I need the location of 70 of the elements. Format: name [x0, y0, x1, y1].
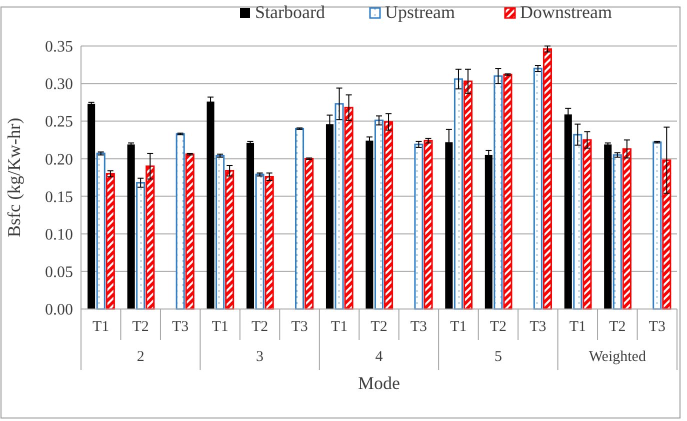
x-tick-label: T2	[609, 319, 626, 335]
x-tick-label: T1	[450, 319, 467, 335]
x-tick-label: T3	[530, 319, 546, 335]
bar	[424, 140, 433, 310]
y-tick-label: 0.10	[45, 226, 73, 244]
x-tick-label: T3	[410, 319, 428, 335]
text: 4	[375, 349, 384, 365]
bar	[542, 48, 552, 310]
bar	[185, 153, 194, 310]
bar	[494, 75, 503, 310]
bar	[484, 154, 492, 309]
bar	[206, 102, 214, 309]
x-tick-label: T3	[291, 319, 308, 335]
bar	[225, 170, 234, 310]
y-tick-label: 0.00	[45, 302, 73, 319]
bar	[662, 159, 672, 310]
bar	[295, 128, 304, 310]
bar	[255, 174, 264, 310]
bar	[463, 80, 473, 310]
bar	[612, 154, 622, 310]
text: 2	[136, 349, 144, 365]
y-tick-label: 0.30	[45, 76, 73, 94]
y-tick-label: 0.35	[45, 38, 73, 56]
x-axis-title: Mode	[358, 373, 400, 393]
legend-label: Upstream	[385, 2, 455, 22]
bar	[96, 152, 106, 310]
bar	[414, 144, 424, 310]
bar	[454, 78, 463, 310]
bar	[127, 144, 135, 309]
x-tick-label: T1	[569, 319, 586, 335]
bar	[366, 140, 374, 309]
bar	[146, 165, 155, 310]
bar	[384, 121, 394, 310]
x-tick-label: T2	[490, 319, 507, 335]
y-tick-label: 0.20	[45, 151, 73, 168]
bar	[344, 106, 354, 310]
bar	[264, 176, 274, 310]
x-tick-label: T3	[648, 319, 666, 335]
x-tick-label: T2	[370, 319, 388, 335]
bar	[374, 120, 384, 310]
bar	[334, 103, 344, 310]
bar	[604, 144, 612, 309]
bar	[216, 154, 225, 310]
bar	[106, 172, 115, 310]
legend-label: Starboard	[255, 2, 325, 22]
bar	[176, 133, 185, 310]
y-tick-label: 0.15	[45, 188, 73, 206]
bar	[304, 158, 314, 310]
bar	[622, 148, 632, 310]
bar	[246, 142, 254, 309]
y-tick-label: 0.05	[45, 264, 73, 282]
text: 3	[256, 349, 264, 365]
bar	[136, 182, 146, 310]
text: 5	[494, 349, 502, 365]
text: Weighted	[588, 349, 646, 365]
bar	[573, 134, 582, 310]
bar	[582, 139, 592, 310]
legend-label: Downstream	[520, 2, 612, 22]
x-tick-label: T1	[92, 319, 110, 335]
x-tick-label: T2	[132, 319, 149, 335]
x-tick-label: T1	[212, 319, 228, 335]
x-tick-label: T3	[172, 319, 189, 335]
y-axis-title: Bsfc (kg/Kw-hr)	[4, 118, 24, 238]
y-tick-label: 0.25	[45, 114, 73, 131]
bar	[652, 141, 662, 310]
bar	[533, 68, 542, 310]
bar	[503, 74, 512, 310]
x-tick-label: T2	[251, 319, 268, 335]
x-tick-label: T1	[330, 319, 348, 335]
bar	[88, 104, 96, 309]
